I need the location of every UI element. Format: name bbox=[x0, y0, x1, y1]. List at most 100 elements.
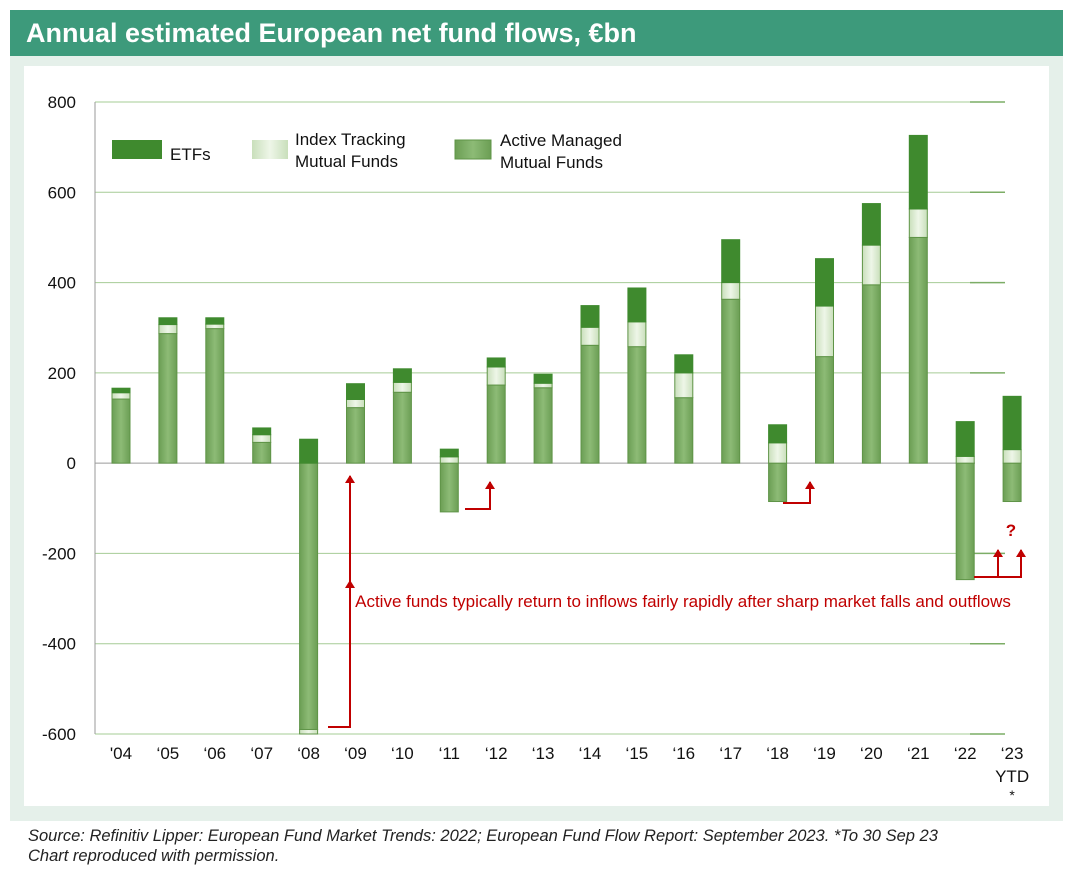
gridlines: 800 600 400 200 0 -200 -400 -600 bbox=[42, 93, 1005, 744]
bar-index-tracking-mutual-funds bbox=[908, 208, 928, 238]
bar-index-tracking-mutual-funds bbox=[1002, 449, 1022, 464]
x-tick-label: ‘16 bbox=[672, 744, 695, 763]
bar-index-tracking-mutual-funds bbox=[533, 382, 553, 389]
y-tick-label: 400 bbox=[48, 274, 76, 293]
arrow-2008-recovery bbox=[328, 581, 351, 728]
bar-active-managed-mutual-funds bbox=[205, 328, 225, 464]
bar-active-managed-mutual-funds bbox=[768, 462, 788, 503]
bar-index-tracking-mutual-funds bbox=[861, 244, 881, 286]
bar-index-tracking-mutual-funds bbox=[674, 372, 694, 399]
x-tick-label: ‘21 bbox=[907, 744, 930, 763]
bar-index-tracking-mutual-funds bbox=[252, 434, 272, 443]
bar-index-tracking-mutual-funds bbox=[486, 366, 506, 386]
annotation-text: Active funds typically return to inflows… bbox=[355, 592, 1011, 611]
bars bbox=[111, 134, 1022, 735]
bar-index-tracking-mutual-funds bbox=[158, 324, 178, 335]
bar-active-managed-mutual-funds bbox=[674, 397, 694, 464]
bar-etfs bbox=[392, 368, 412, 383]
legend-label-index: Mutual Funds bbox=[295, 152, 398, 171]
legend-swatch-etfs bbox=[112, 140, 162, 159]
bar-active-managed-mutual-funds bbox=[721, 298, 741, 464]
arrow-head bbox=[805, 481, 815, 489]
bar-etfs bbox=[580, 305, 600, 328]
legend: ETFs Index Tracking Mutual Funds Active Man… bbox=[112, 130, 622, 172]
y-tick-label: 0 bbox=[67, 454, 76, 473]
x-tick-label: ‘12 bbox=[485, 744, 508, 763]
bar-active-managed-mutual-funds bbox=[346, 407, 365, 464]
bar-active-managed-mutual-funds bbox=[627, 346, 647, 464]
bar-index-tracking-mutual-funds bbox=[392, 381, 412, 393]
bar-active-managed-mutual-funds bbox=[439, 462, 459, 513]
bar-etfs bbox=[486, 357, 506, 368]
legend-label-active: Mutual Funds bbox=[500, 153, 603, 172]
y-tick-label: -600 bbox=[42, 725, 76, 744]
arrow-2023-recovery bbox=[998, 550, 1022, 578]
arrow-head bbox=[345, 475, 355, 483]
chart-title: Annual estimated European net fund flows… bbox=[26, 18, 637, 48]
y-tick-label: -200 bbox=[42, 544, 76, 563]
x-tick-label: ‘13 bbox=[532, 744, 555, 763]
bar-active-managed-mutual-funds bbox=[861, 284, 881, 464]
source-line-1: Source: Refinitiv Lipper: European Fund … bbox=[28, 827, 938, 845]
x-tick-label: ‘11 bbox=[439, 744, 460, 763]
arrow-2011-recovery bbox=[465, 482, 491, 510]
x-tick-label: ‘05 bbox=[157, 744, 180, 763]
legend-swatch-index bbox=[252, 140, 288, 159]
x-tick-label: ‘14 bbox=[579, 744, 602, 763]
arrow-head bbox=[485, 481, 495, 489]
bar-etfs bbox=[955, 421, 975, 457]
x-tick-label: ‘20 bbox=[860, 744, 883, 763]
bar-etfs bbox=[158, 317, 178, 326]
bar-active-managed-mutual-funds bbox=[1002, 462, 1022, 503]
bar-index-tracking-mutual-funds bbox=[815, 305, 834, 358]
bar-etfs bbox=[721, 239, 741, 284]
bar-etfs bbox=[346, 383, 365, 400]
bar-active-managed-mutual-funds bbox=[580, 344, 600, 464]
x-tick-label: ‘07 bbox=[250, 744, 273, 763]
arrow-head bbox=[993, 549, 1003, 557]
bar-active-managed-mutual-funds bbox=[158, 333, 178, 464]
bar-active-managed-mutual-funds bbox=[815, 356, 834, 464]
bar-active-managed-mutual-funds bbox=[299, 462, 319, 730]
bar-index-tracking-mutual-funds bbox=[205, 323, 225, 330]
question-mark: ? bbox=[1006, 521, 1016, 540]
x-tick-label: ‘09 bbox=[344, 744, 367, 763]
bar-etfs bbox=[205, 317, 225, 325]
y-tick-label: -400 bbox=[42, 635, 76, 654]
bar-etfs bbox=[674, 354, 694, 374]
bar-active-managed-mutual-funds bbox=[533, 387, 553, 464]
bar-active-managed-mutual-funds bbox=[955, 462, 975, 581]
bar-active-managed-mutual-funds bbox=[908, 236, 928, 464]
x-tick-label: ‘23 bbox=[1001, 744, 1024, 763]
x-tick-label: ‘06 bbox=[203, 744, 226, 763]
bar-index-tracking-mutual-funds bbox=[299, 728, 319, 735]
bar-etfs bbox=[439, 448, 459, 458]
bar-active-managed-mutual-funds bbox=[392, 391, 412, 464]
bar-etfs bbox=[533, 373, 553, 384]
bar-etfs bbox=[627, 287, 647, 323]
legend-label-etfs: ETFs bbox=[170, 145, 211, 164]
x-tick-sublabel: * bbox=[1009, 787, 1015, 803]
chart-title-bar: Annual estimated European net fund flows… bbox=[10, 10, 1063, 56]
legend-label-active: Active Managed bbox=[500, 131, 622, 150]
bar-etfs bbox=[815, 258, 834, 307]
bar-etfs bbox=[111, 387, 131, 394]
legend-label-index: Index Tracking bbox=[295, 130, 406, 149]
source-line-2: Chart reproduced with permission. bbox=[28, 847, 280, 865]
x-tick-label: ‘08 bbox=[297, 744, 320, 763]
x-tick-sublabel: YTD bbox=[995, 767, 1029, 786]
bar-index-tracking-mutual-funds bbox=[439, 456, 459, 464]
bar-etfs bbox=[299, 438, 319, 464]
y-tick-label: 800 bbox=[48, 93, 76, 112]
x-tick-label: ‘22 bbox=[954, 744, 977, 763]
legend-swatch-active bbox=[454, 139, 492, 160]
bar-etfs bbox=[908, 134, 928, 210]
annotation-arrows bbox=[328, 475, 1026, 728]
x-tick-label: '04 bbox=[110, 744, 132, 763]
bar-index-tracking-mutual-funds bbox=[955, 455, 975, 464]
y-tick-label: 600 bbox=[48, 183, 76, 202]
arrow-head bbox=[1016, 549, 1026, 557]
bar-active-managed-mutual-funds bbox=[252, 441, 272, 464]
bar-active-managed-mutual-funds bbox=[111, 398, 131, 464]
